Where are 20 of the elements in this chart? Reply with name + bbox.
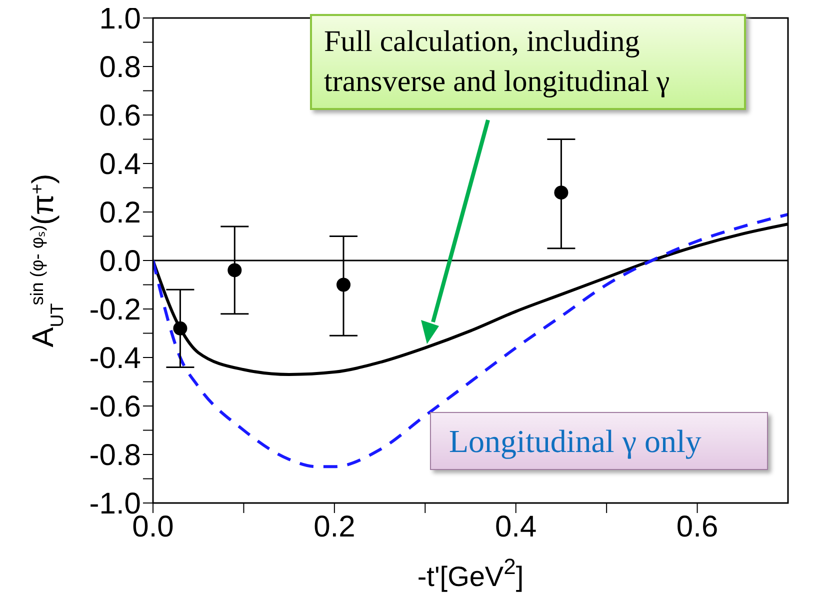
point	[173, 321, 188, 336]
annotation: Full calculation, including transverse and longitudinal γ	[310, 14, 746, 110]
y-tick-label: -0.4	[89, 342, 141, 376]
point	[554, 186, 568, 200]
y-tick-label: 0.2	[99, 196, 141, 230]
y-tick-label: -0.8	[89, 439, 141, 472]
point	[228, 263, 242, 278]
y-tick-label: 1.0	[99, 2, 141, 36]
x-tick-label: 0.2	[314, 510, 356, 544]
x-tick-label: 0.6	[676, 510, 718, 544]
point	[336, 278, 350, 292]
x-tick-label: 0.4	[495, 510, 537, 544]
annotation: Longitudinal γ only	[430, 412, 768, 470]
y-tick-label: -0.6	[89, 390, 141, 424]
y-tick-label: 0.4	[99, 148, 141, 182]
x-axis-title: -t'[GeV$^{2}$]	[417, 554, 524, 592]
y-tick-label: 0.8	[99, 51, 141, 84]
y-tick-label: 0.6	[99, 100, 141, 133]
y-tick-label: 0.0	[99, 245, 141, 278]
y-tick-label: -0.2	[89, 294, 141, 327]
